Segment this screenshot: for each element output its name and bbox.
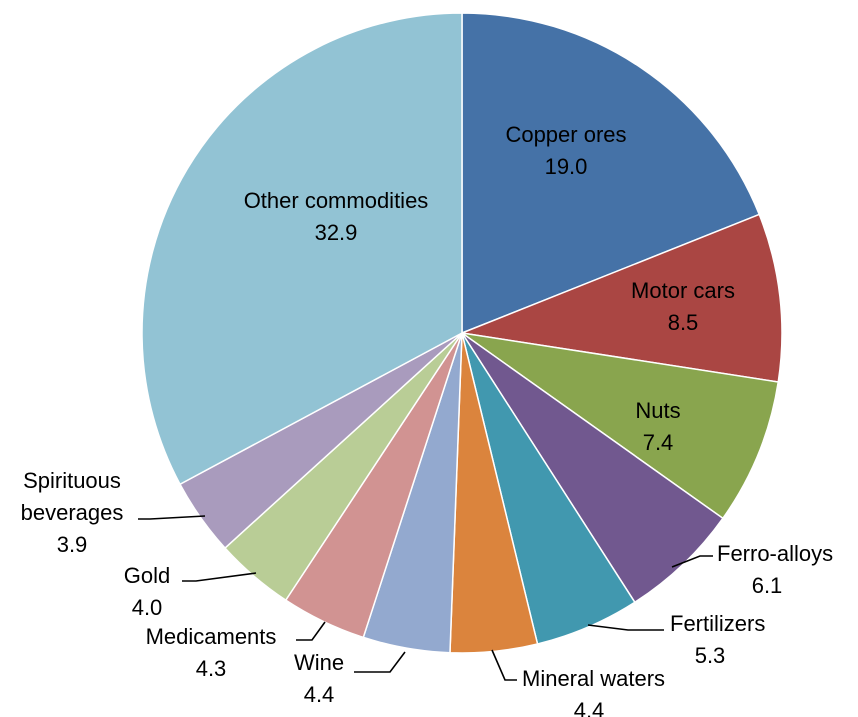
slice-other-commodities	[141, 12, 463, 486]
slice-name: Gold	[124, 563, 170, 588]
leader-line-gold	[182, 572, 257, 582]
slice-motor-cars	[459, 213, 783, 383]
slice-value: 32.9	[315, 220, 358, 245]
label-wine: Wine 4.4	[294, 650, 344, 707]
slice-value: 4.4	[304, 682, 335, 707]
label-nuts: Nuts 7.4	[635, 398, 680, 455]
slice-value: 3.9	[57, 532, 88, 557]
slice-labels: Copper ores 19.0 Motor cars 8.5 Nuts 7.4 Ferro…	[21, 122, 834, 717]
slice-value: 4.4	[574, 698, 605, 717]
label-other-commodities: Other commodities 32.9	[244, 188, 429, 245]
leader-line-fertilizers	[587, 624, 664, 631]
slice-name: Spirituous	[23, 468, 121, 493]
label-fertilizers: Fertilizers 5.3	[670, 611, 765, 668]
slice-value: 8.5	[668, 310, 699, 335]
slice-name: Fertilizers	[670, 611, 765, 636]
label-medicaments: Medicaments 4.3	[146, 624, 277, 681]
slice-name: Other commodities	[244, 188, 429, 213]
label-motor-cars: Motor cars 8.5	[631, 278, 735, 335]
slice-name: Nuts	[635, 398, 680, 423]
slice-value: 6.1	[752, 573, 783, 598]
slice-name: Copper ores	[505, 122, 626, 147]
label-gold: Gold 4.0	[124, 563, 170, 620]
leader-lines	[138, 515, 713, 681]
slice-value: 4.0	[132, 595, 163, 620]
leader-line-ferro-alloys	[671, 555, 713, 568]
label-spirituous-beverages: Spirituous beverages 3.9	[21, 468, 124, 557]
slice-copper-ores	[461, 12, 761, 335]
leader-line-mineral-waters	[491, 649, 517, 681]
leader-line-spirituous-beverages	[138, 515, 206, 520]
leader-line-medicaments	[296, 621, 326, 641]
slice-nuts	[461, 332, 780, 520]
slice-name: Motor cars	[631, 278, 735, 303]
slice-name: Medicaments	[146, 624, 277, 649]
slice-name: Mineral waters	[522, 666, 665, 691]
slice-value: 19.0	[545, 154, 588, 179]
leader-line-wine	[354, 651, 406, 673]
slice-value: 4.3	[196, 656, 227, 681]
label-ferro-alloys: Ferro-alloys 6.1	[717, 541, 833, 598]
slice-name: beverages	[21, 500, 124, 525]
label-mineral-waters: Mineral waters 4.4	[522, 666, 665, 717]
slice-name: Ferro-alloys	[717, 541, 833, 566]
slice-ferro-alloys	[461, 332, 724, 604]
slice-name: Wine	[294, 650, 344, 675]
slice-value: 5.3	[695, 643, 726, 668]
slice-value: 7.4	[643, 430, 674, 455]
pie-slices	[141, 12, 783, 654]
label-copper-ores: Copper ores 19.0	[505, 122, 626, 179]
